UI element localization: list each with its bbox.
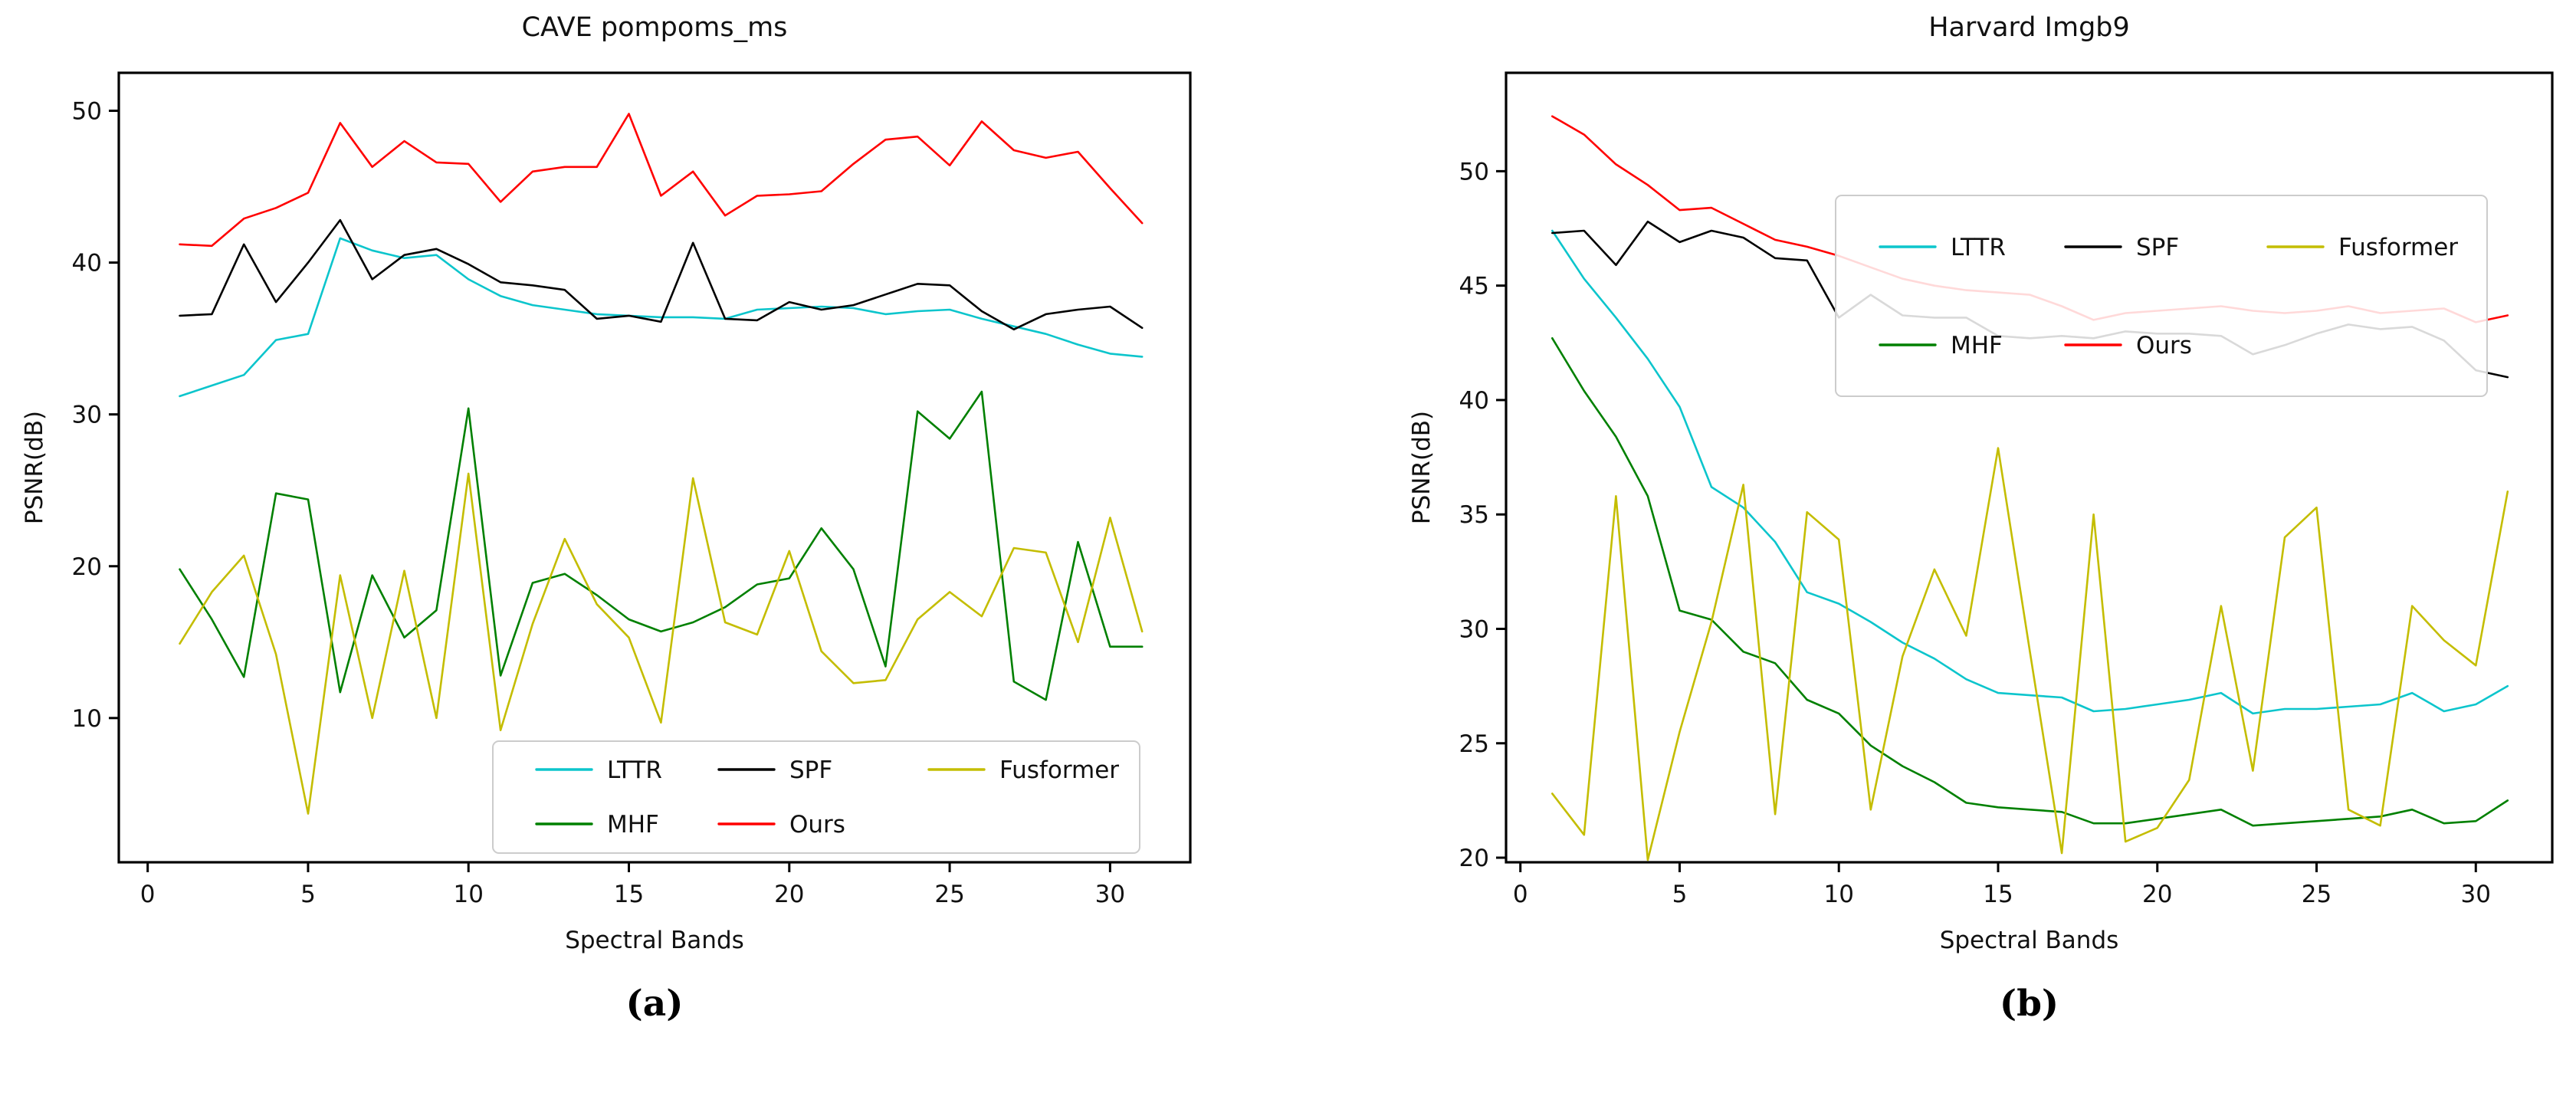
chart-a-title: CAVE pompoms_ms: [521, 12, 788, 43]
x-tick-label: 10: [1823, 881, 1853, 908]
y-tick-label: 30: [72, 402, 102, 429]
y-tick-label: 40: [72, 250, 102, 277]
figure-panel-a: 0 5 10 15 20 25 30 10 20 30 40 50 Spectral Bands PSNR…: [21, 12, 1192, 1025]
axes-frame: [1505, 71, 2554, 864]
series-line-fusformer: [1551, 447, 2509, 861]
legend-label-ours: Ours: [789, 811, 845, 839]
y-tick-label: 10: [72, 705, 102, 733]
series-line-ours: [179, 113, 1144, 248]
x-tick-label: 30: [1095, 881, 1125, 908]
x-tick-label: 5: [1672, 881, 1688, 908]
y-axis-label: PSNR(dB): [1408, 411, 1436, 524]
y-tick-label: 45: [1459, 273, 1489, 300]
series-line-lttr: [179, 237, 1144, 398]
x-axis: 0 5 10 15 20 25 30: [1513, 862, 2491, 908]
legend: LTTR MHF SPF Ours Fusformer: [1835, 195, 2488, 397]
series-line-fusformer: [179, 472, 1144, 815]
x-axis-label: Spectral Bands: [1940, 927, 2119, 954]
legend-label-mhf: MHF: [1951, 332, 2003, 359]
x-tick-label: 20: [2142, 881, 2172, 908]
legend-box: [1835, 195, 2488, 397]
y-tick-label: 20: [72, 553, 102, 581]
panel-b-caption: (b): [1999, 983, 2059, 1025]
chart-b-canvas: 0 5 10 15 20 25 30 20 25 30 35 40 45 50 Spectral Bands…: [1408, 71, 2554, 954]
legend-label-mhf: MHF: [607, 811, 659, 839]
legend-label-spf: SPF: [2136, 234, 2179, 261]
x-tick-label: 0: [1513, 881, 1528, 908]
y-tick-label: 25: [1459, 730, 1489, 758]
plot-area: [1506, 73, 2552, 862]
legend-label-ours: Ours: [2136, 332, 2192, 359]
chart-a-canvas: 0 5 10 15 20 25 30 10 20 30 40 50 Spectral Bands PSNR…: [21, 71, 1192, 954]
legend: LTTR MHF SPF Ours Fusformer: [492, 740, 1140, 854]
figure-panel-b: 0 5 10 15 20 25 30 20 25 30 35 40 45 50 Spectral Bands…: [1288, 0, 2576, 1106]
legend-label-fusformer: Fusformer: [2338, 234, 2458, 261]
y-tick-label: 50: [1459, 158, 1489, 185]
x-tick-label: 25: [934, 881, 964, 908]
series-line-spf: [179, 218, 1144, 331]
y-tick-label: 30: [1459, 615, 1489, 643]
series-line-mhf: [179, 390, 1144, 701]
axes-frame: [117, 71, 1192, 864]
y-axis: 10 20 30 40 50: [72, 98, 119, 733]
panel-a-caption: (a): [625, 983, 684, 1025]
x-axis: 0 5 10 15 20 25 30: [140, 862, 1125, 908]
x-tick-label: 20: [774, 881, 804, 908]
x-tick-label: 10: [454, 881, 484, 908]
y-tick-label: 50: [72, 98, 102, 126]
x-tick-label: 5: [300, 881, 316, 908]
y-tick-label: 40: [1459, 387, 1489, 415]
y-axis-label: PSNR(dB): [21, 411, 48, 524]
y-axis: 20 25 30 35 40 45 50: [1459, 158, 1506, 872]
series-line-lttr: [1551, 229, 2509, 715]
legend-label-spf: SPF: [789, 756, 832, 784]
y-tick-label: 35: [1459, 501, 1489, 529]
x-tick-label: 15: [1983, 881, 2013, 908]
legend-label-lttr: LTTR: [607, 756, 662, 784]
plot-area: [119, 73, 1190, 862]
x-tick-label: 25: [2302, 881, 2332, 908]
y-tick-label: 20: [1459, 845, 1489, 872]
series-group: [179, 113, 1144, 815]
x-tick-label: 0: [140, 881, 156, 908]
legend-label-fusformer: Fusformer: [999, 756, 1119, 784]
x-tick-label: 15: [614, 881, 644, 908]
chart-b-title: Harvard Imgb9: [1928, 12, 2130, 43]
x-tick-label: 30: [2461, 881, 2491, 908]
legend-label-lttr: LTTR: [1951, 234, 2006, 261]
x-axis-label: Spectral Bands: [565, 927, 744, 954]
